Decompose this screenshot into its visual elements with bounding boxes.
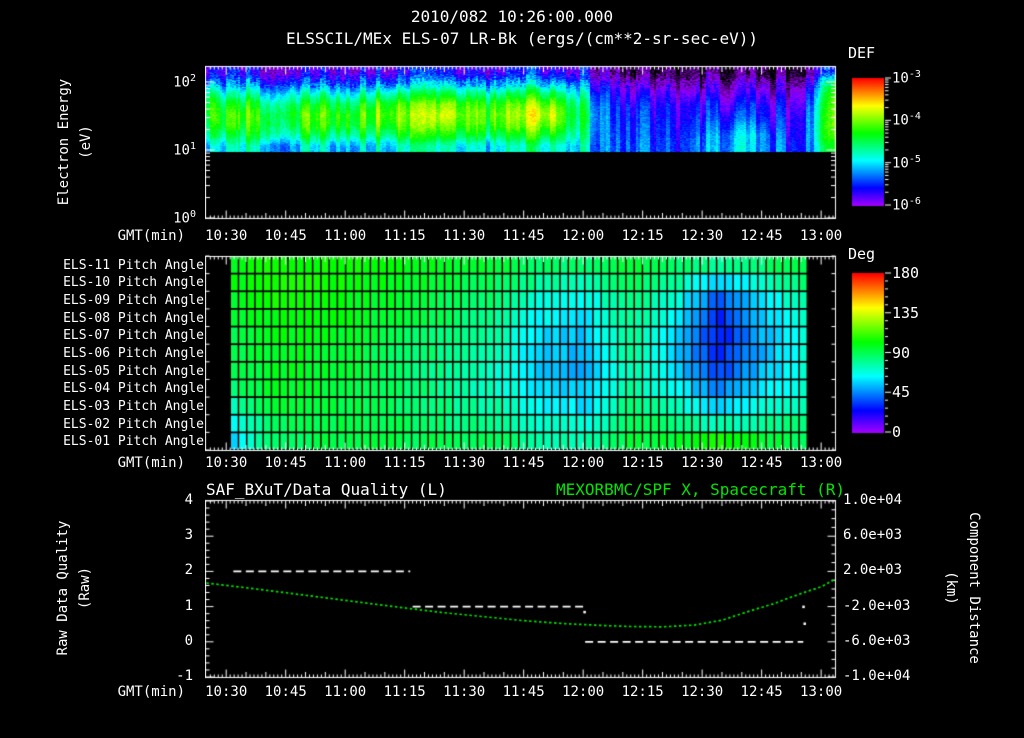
time-tick-label-middle,455: 13:00 xyxy=(800,455,843,471)
time-tick-label-top,228: 10:45 xyxy=(264,228,307,244)
deg-colorbar-label: 45 xyxy=(892,383,911,402)
deg-colorbar-label: 0 xyxy=(892,423,902,441)
distance-tick-label: -6.0e+03 xyxy=(843,632,911,649)
time-tick-label-bottom,684: 13:00 xyxy=(800,684,843,700)
time-tick-label-top,228: 12:00 xyxy=(562,228,605,244)
time-tick-label-top,228: 10:30 xyxy=(205,228,248,244)
pitch-row-label: ELS-11 Pitch Angle xyxy=(63,257,204,273)
time-tick-label-middle,455: 12:00 xyxy=(562,455,605,471)
time-tick-label-bottom,684: 11:15 xyxy=(383,684,426,700)
quality-ylabel-line1: Raw Data Quality xyxy=(55,520,71,656)
time-tick-label-top,228: 11:45 xyxy=(502,228,545,244)
pitch-row-label: ELS-02 Pitch Angle xyxy=(63,416,204,432)
plot-timestamp: 2010/082 10:26:00.000 xyxy=(410,7,614,26)
quality-tick-label: 0 xyxy=(184,632,193,649)
quality-tick-label: 4 xyxy=(184,492,193,508)
pitch-row-label: ELS-06 Pitch Angle xyxy=(63,346,204,361)
time-tick-label-bottom,684: 10:45 xyxy=(264,684,307,700)
def-colorbar-label: 10-5 xyxy=(892,153,921,172)
def-colorbar-label: 10-6 xyxy=(892,195,921,214)
energy-tick-label: 100 xyxy=(173,209,196,227)
quality-tick-label: 1 xyxy=(184,597,193,614)
pitch-row-label: ELS-07 Pitch Angle xyxy=(63,328,204,344)
gmt-axis-label-top: GMT(min) xyxy=(117,228,185,244)
distance-tick-label: -1.0e+04 xyxy=(843,668,911,684)
exponent: -4 xyxy=(908,111,921,123)
def-colorbar-title: DEF xyxy=(848,44,876,62)
pitch-row-label: ELS-03 Pitch Angle xyxy=(63,398,204,414)
energy-tick-label: 101 xyxy=(173,141,196,159)
gmt-axis-label-middle: GMT(min) xyxy=(117,455,185,471)
time-tick-label-top,228: 13:00 xyxy=(800,228,843,244)
time-tick-label-bottom,684: 12:45 xyxy=(740,684,783,700)
deg-colorbar-label: 180 xyxy=(892,264,920,282)
time-tick-label-middle,455: 11:00 xyxy=(324,455,367,471)
pitch-row-label: ELS-08 Pitch Angle xyxy=(63,310,204,326)
time-tick-label-bottom,684: 11:00 xyxy=(324,684,367,700)
spectrogram-ylabel-line2: (eV) xyxy=(78,125,94,159)
time-tick-label-top,228: 11:00 xyxy=(324,228,367,244)
deg-colorbar-label: 90 xyxy=(892,343,911,362)
time-tick-label-bottom,684: 12:15 xyxy=(621,684,664,700)
deg-colorbar-title: Deg xyxy=(848,245,876,263)
spectrogram-ylabel-line1: Electron Energy xyxy=(56,78,72,206)
quality-tick-label: 3 xyxy=(184,527,193,544)
distance-ylabel-line2: (km) xyxy=(943,571,959,605)
time-tick-label-top,228: 12:30 xyxy=(681,228,724,244)
def-colorbar-label: 10-3 xyxy=(892,69,921,87)
quality-tick-label: 2 xyxy=(184,562,193,579)
time-tick-label-middle,455: 11:45 xyxy=(502,455,545,471)
quality-tick-label: -1 xyxy=(176,668,193,684)
exponent: 2 xyxy=(189,73,196,84)
energy-tick-label: 102 xyxy=(173,73,196,91)
time-tick-label-middle,455: 10:45 xyxy=(264,455,307,471)
gmt-axis-label-bottom: GMT(min) xyxy=(117,684,185,700)
cdaweb-plot-window: 2010/082 10:26:00.000 ELSSCIL/MEx ELS-07… xyxy=(55,7,982,700)
exponent: -6 xyxy=(908,195,921,207)
time-tick-label-top,228: 11:30 xyxy=(443,228,486,244)
quality-series-title: SAF_BXuT/Data Quality (L) xyxy=(206,480,447,499)
time-tick-label-middle,455: 12:45 xyxy=(740,455,783,471)
time-tick-label-bottom,684: 11:30 xyxy=(443,684,486,700)
distance-tick-label: 2.0e+03 xyxy=(843,562,903,579)
pitch-row-label: ELS-04 Pitch Angle xyxy=(63,381,204,397)
time-tick-label-middle,455: 12:30 xyxy=(681,455,724,471)
deg-colorbar-label: 135 xyxy=(892,303,920,322)
time-tick-label-middle,455: 11:30 xyxy=(443,455,486,471)
pitch-row-label: ELS-09 Pitch Angle xyxy=(63,293,204,309)
exponent: 0 xyxy=(189,209,196,220)
exponent: -3 xyxy=(908,69,921,80)
electron-spectrogram-canvas xyxy=(205,60,905,250)
time-tick-label-bottom,684: 11:45 xyxy=(502,684,545,700)
pitch-angle-heatmap-canvas xyxy=(205,250,905,460)
exponent: -5 xyxy=(908,153,921,165)
spacecraft-series-title: MEXORBMC/SPF X, Spacecraft (R) xyxy=(556,480,845,499)
time-tick-label-bottom,684: 10:30 xyxy=(205,684,248,700)
pitch-row-label: ELS-01 Pitch Angle xyxy=(63,434,204,450)
time-tick-label-middle,455: 12:15 xyxy=(621,455,664,471)
time-tick-label-middle,455: 11:15 xyxy=(383,455,426,471)
time-tick-label-bottom,684: 12:00 xyxy=(562,684,605,700)
pitch-row-label: ELS-10 Pitch Angle xyxy=(63,275,204,291)
pitch-row-label: ELS-05 Pitch Angle xyxy=(63,363,204,379)
time-tick-label-top,228: 11:15 xyxy=(383,228,426,244)
distance-tick-label: 1.0e+04 xyxy=(843,492,903,508)
plot-title: ELSSCIL/MEx ELS-07 LR-Bk (ergs/(cm**2-sr… xyxy=(285,29,758,48)
distance-ylabel-line1: Component Distance xyxy=(966,512,982,664)
quality-line-plot-canvas xyxy=(205,494,845,694)
time-tick-label-bottom,684: 12:30 xyxy=(681,684,724,700)
exponent: 1 xyxy=(189,141,196,152)
distance-tick-label: -2.0e+03 xyxy=(843,597,911,614)
distance-tick-label: 6.0e+03 xyxy=(843,527,903,544)
time-tick-label-top,228: 12:45 xyxy=(740,228,783,244)
time-tick-label-middle,455: 10:30 xyxy=(205,455,248,471)
def-colorbar-label: 10-4 xyxy=(892,111,921,129)
time-tick-label-top,228: 12:15 xyxy=(621,228,664,244)
